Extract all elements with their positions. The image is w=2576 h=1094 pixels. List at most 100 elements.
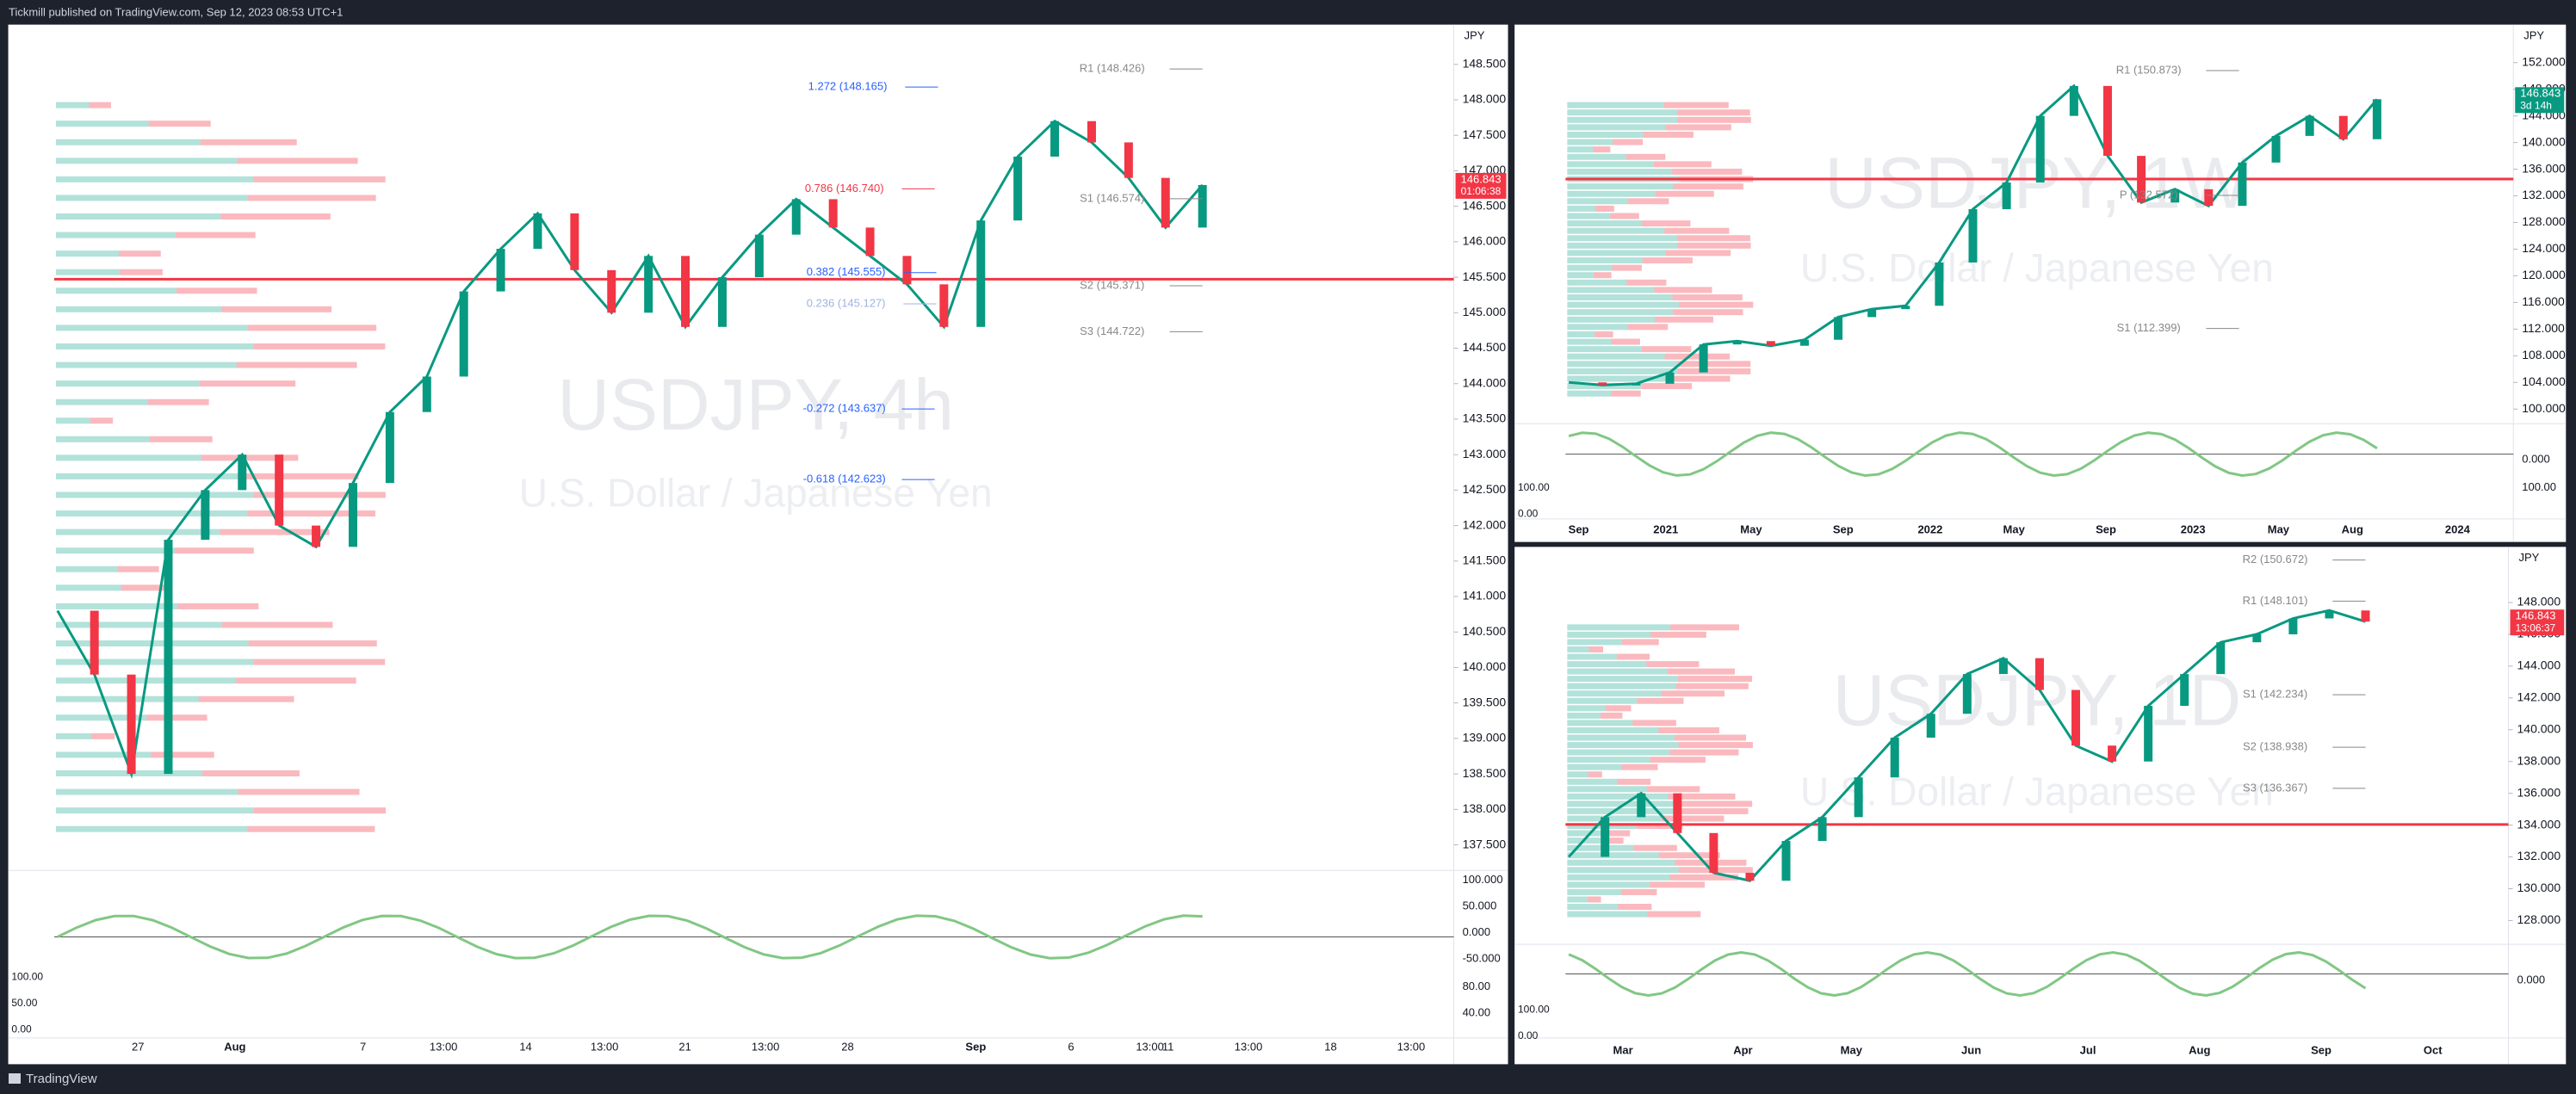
price-label: 141.000 [1463,589,1507,603]
time-label: May [2268,523,2290,536]
volume-profile [1567,830,1606,837]
candle [2361,610,2370,622]
badge-price: 146.843 [1461,172,1502,185]
volume-profile [1567,653,1617,660]
volume-profile [1567,661,1647,668]
price-label: 112.000 [2522,321,2565,335]
volume-profile [55,399,148,405]
volume-profile [1567,338,1612,345]
candle [1665,372,1675,384]
candle [1699,344,1708,373]
volume-profile [55,825,248,832]
volume-profile [1567,220,1642,227]
volume-profile [1594,272,1612,279]
volume-profile [1628,198,1669,205]
time-label: 2022 [1917,523,1942,536]
time-label: 13:00 [430,1041,458,1054]
volume-profile [55,454,201,461]
volume-profile [1567,131,1644,138]
volume-profile [55,510,248,517]
volume-profile [55,324,249,331]
candle [791,199,801,235]
volume-profile [1567,235,1677,242]
volume-profile [1567,763,1622,770]
volume-profile [221,306,332,312]
volume-profile [1641,220,1691,227]
volume-profile [55,566,118,572]
time-label: 13:00 [1397,1041,1426,1054]
time-label: 7 [360,1041,366,1054]
volume-profile [247,825,375,832]
candle [201,490,210,541]
candle [2204,189,2214,207]
time-label: 2021 [1653,523,1678,536]
candle [2137,156,2146,203]
volume-profile [1567,800,1679,807]
volume-profile [55,287,177,294]
volume-profile [1677,116,1751,123]
price-label: 139.000 [1463,731,1507,745]
price-label: 148.500 [1463,56,1507,70]
volume-profile [221,621,333,628]
candle [1962,674,1972,714]
volume-profile [1665,250,1731,257]
panel [1514,24,2567,542]
candle [2305,115,2314,136]
candle [1781,841,1791,881]
price-label: 142.000 [1463,517,1507,531]
level-label: 1.272 (148.165) [808,80,888,93]
price-label: 152.000 [2522,54,2566,68]
time-label: 2024 [2445,523,2471,536]
candle [459,291,468,377]
candle [570,213,579,270]
candle [1834,317,1843,340]
candle [644,256,653,313]
volume-profile [1677,242,1751,249]
volume-profile [1650,631,1706,638]
volume-profile [147,399,209,405]
candle [2002,182,2011,210]
candle [607,269,616,313]
volume-profile [1621,763,1658,770]
price-badge [2515,87,2565,114]
volume-profile [1601,837,1624,844]
volume-profile [1678,676,1752,683]
volume-profile [1617,778,1651,785]
badge-timer: 3d 14h [2520,99,2552,111]
time-label: 14 [519,1041,531,1054]
currency: JPY [1464,28,1485,41]
volume-profile [1567,250,1666,257]
osc-label: 0.00 [1518,507,1539,519]
oscillator [1568,950,2367,998]
volume-profile [55,343,254,349]
volume-profile [1664,375,1731,382]
volume-profile [1678,800,1753,807]
volume-profile [1664,227,1730,234]
volume-profile [1672,309,1743,316]
volume-profile [1676,109,1750,116]
candle [1926,714,1935,738]
candle [2108,745,2117,762]
volume-profile [1567,668,1669,675]
candle [1745,872,1755,881]
candle [496,249,505,292]
volume-profile [1567,168,1673,175]
volume-profile [120,269,163,275]
volume-profile [1665,124,1731,131]
volume-profile [253,343,386,349]
volume-profile [1567,146,1594,153]
volume-profile [1567,242,1678,249]
volume-profile [1661,815,1725,822]
volume-profile [1567,257,1643,264]
oscillator [1568,431,2378,478]
volume-profile [1567,205,1596,212]
volume-profile [1567,697,1638,704]
osc-label: 0.00 [1518,1029,1539,1041]
candle [681,256,690,327]
time-label: 13:00 [1136,1041,1164,1054]
watermark: USDJPY, 4h [557,364,954,445]
volume-profile [1669,874,1738,881]
volume-profile [1567,888,1621,895]
volume-profile [117,566,159,572]
candle [2338,115,2348,139]
